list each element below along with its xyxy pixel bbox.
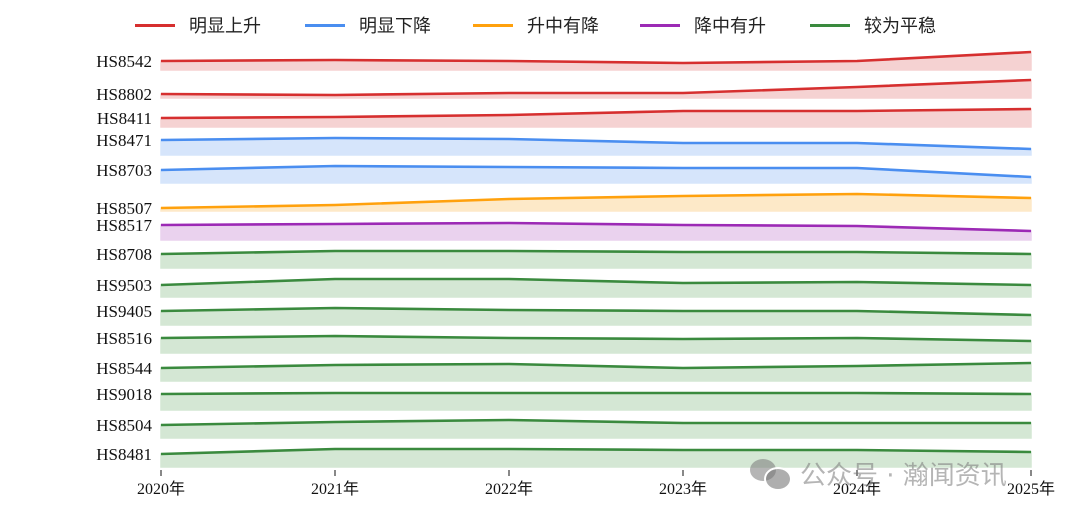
row-label: HS8544	[96, 359, 152, 378]
legend-label: 明显下降	[359, 16, 431, 37]
x-tick-label: 2025年	[1007, 480, 1055, 498]
ridge-hs8517: HS8517	[96, 216, 1032, 241]
x-tick-label: 2023年	[659, 480, 707, 498]
legend-swatch-icon	[473, 23, 513, 27]
row-label: HS9405	[96, 302, 152, 321]
legend-label: 升中有降	[527, 16, 599, 37]
ridge-hs9405: HS9405	[96, 302, 1032, 326]
watermark-text: 公众号 · 瀚闻资讯	[800, 461, 1007, 491]
chart-legend: 明显上升 明显下降 升中有降 降中有升 较为平稳	[0, 10, 1080, 40]
row-label: HS8703	[96, 161, 152, 180]
ridge-hs9018: HS9018	[96, 385, 1032, 411]
row-label: HS8802	[96, 85, 152, 104]
ridge-hs8544: HS8544	[96, 359, 1032, 382]
row-label: HS8504	[96, 416, 152, 435]
wechat-icon	[750, 458, 792, 491]
legend-swatch-icon	[135, 23, 175, 27]
ridge-hs8708: HS8708	[96, 245, 1032, 269]
legend-item: 明显下降	[305, 10, 431, 40]
ridge-hs8703: HS8703	[96, 161, 1032, 184]
row-label: HS8471	[96, 131, 152, 150]
ridge-hs8507: HS8507	[96, 192, 1032, 218]
row-label: HS9503	[96, 276, 152, 295]
ridge-hs9503: HS9503	[96, 276, 1032, 298]
legend-item: 较为平稳	[810, 10, 936, 40]
row-label: HS8507	[96, 199, 152, 218]
row-label: HS8516	[96, 329, 152, 348]
ridge-hs8802: HS8802	[96, 78, 1032, 104]
ridge-hs8481: HS8481	[96, 445, 1032, 468]
legend-item: 升中有降	[473, 10, 599, 40]
row-label: HS8517	[96, 216, 152, 235]
row-label: HS8481	[96, 445, 152, 464]
row-label: HS9018	[96, 385, 152, 404]
x-tick-label: 2020年	[137, 480, 185, 498]
x-tick-label: 2022年	[485, 480, 533, 498]
ridge-hs8504: HS8504	[96, 416, 1032, 439]
legend-swatch-icon	[640, 23, 680, 27]
legend-label: 较为平稳	[864, 16, 936, 37]
legend-item: 降中有升	[640, 10, 766, 40]
watermark: 公众号 · 瀚闻资讯	[750, 455, 1007, 492]
ridge-hs8411: HS8411	[97, 107, 1032, 128]
ridge-hs8471: HS8471	[96, 131, 1032, 156]
legend-label: 明显上升	[189, 16, 261, 37]
row-label: HS8708	[96, 245, 152, 264]
legend-swatch-icon	[810, 23, 850, 27]
ridge-hs8516: HS8516	[96, 329, 1032, 354]
ridge-hs8542: HS8542	[96, 50, 1032, 71]
x-tick-label: 2024年	[833, 480, 881, 498]
x-tick-label: 2021年	[311, 480, 359, 498]
legend-item: 明显上升	[135, 10, 261, 40]
legend-label: 降中有升	[694, 16, 766, 37]
row-label: HS8411	[97, 109, 152, 128]
legend-swatch-icon	[305, 23, 345, 27]
row-label: HS8542	[96, 52, 152, 71]
